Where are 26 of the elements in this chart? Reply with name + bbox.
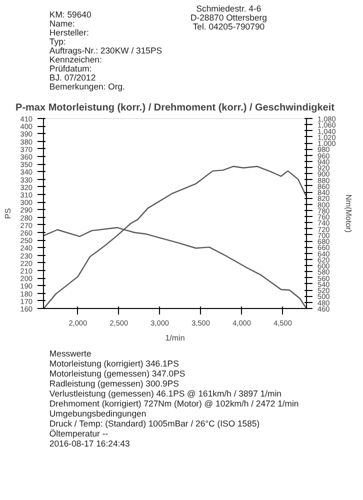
text: Hersteller:	[49, 28, 89, 38]
text: Umgebungsbedingungen	[49, 408, 146, 418]
text: Öltemperatur --	[49, 428, 108, 438]
text: Messwerte	[49, 348, 92, 358]
text: Name:	[49, 18, 75, 28]
text: BJ. 07/2012	[49, 72, 96, 82]
text: Auftrags-Nr.: 230KW / 315PS	[49, 46, 162, 56]
text: Kennzeichen:	[49, 54, 102, 64]
text: Druck / Temp: (Standard) 1005mBar / 26°C (ISO 1585)	[49, 418, 260, 428]
text: Schmiedestr. 4-6	[196, 4, 262, 14]
text: Bemerkungen: Org.	[49, 82, 125, 92]
text: D-28870 Ottersberg	[190, 12, 268, 22]
text: Drehmoment (korrigiert) 727Nm (Motor) @ 102km/h / 2472 1/min	[49, 398, 299, 408]
x-axis-title: 1/min	[165, 334, 185, 342]
y-axis-title: PS	[3, 208, 12, 219]
text: Motorleistung (gemessen) 347.0PS	[49, 368, 186, 378]
text: Tel. 04205-790790	[192, 22, 265, 32]
text: KM: 59640	[49, 10, 92, 20]
text: Typ:	[49, 36, 66, 46]
text: Prüfdatum:	[49, 64, 92, 74]
text: 2016-08-17 16:24:43	[49, 438, 130, 448]
text: Verlustleistung (gemessen) 46.1PS @ 161km/h / 3897 1/min	[49, 388, 282, 398]
text: Radleistung (gemessen) 300.9PS	[49, 378, 180, 388]
chart-title: P-max Motorleistung (korr.) / Drehmoment (korr.) / Geschwindigkeit	[16, 102, 336, 114]
text: Motorleistung (korrigiert) 346.1PS	[49, 358, 180, 368]
y2-axis-title: Nm(Motor)	[344, 194, 353, 233]
